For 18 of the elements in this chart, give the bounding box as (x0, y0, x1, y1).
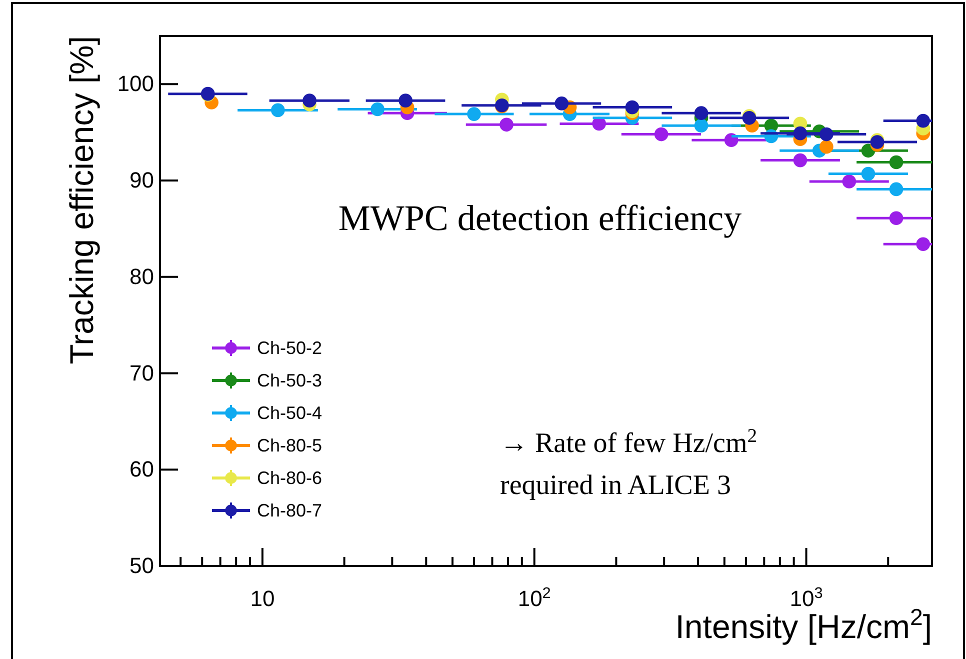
legend-label: Ch-50-4 (257, 403, 322, 423)
y-tick-label: 70 (130, 360, 154, 386)
x-tick-label: 10$^{3}$ (790, 584, 823, 611)
text: → Rate of few Hz/cm$^{2}$ required in ALICE 3 (500, 426, 758, 501)
legend-label: Ch-50-2 (257, 338, 322, 358)
y-tick-label: 60 (130, 456, 154, 482)
y-tick-label: 90 (130, 168, 154, 193)
y-tick-label: 50 (130, 553, 154, 578)
annotation: MWPC detection efficiency (338, 198, 742, 238)
legend-label: Ch-50-3 (257, 370, 322, 390)
x-tick-label: 10$^{2}$ (518, 584, 551, 611)
legend-label: Ch-80-7 (257, 500, 322, 520)
legend-label: Ch-80-5 (257, 436, 322, 456)
y-tick-label: 80 (130, 264, 154, 289)
legend-label: Ch-80-6 (257, 468, 322, 488)
y-tick-label: 100 (117, 71, 154, 96)
y-axis-title: Tracking efficiency [%] (63, 36, 100, 364)
x-tick-label: 10 (250, 586, 275, 611)
